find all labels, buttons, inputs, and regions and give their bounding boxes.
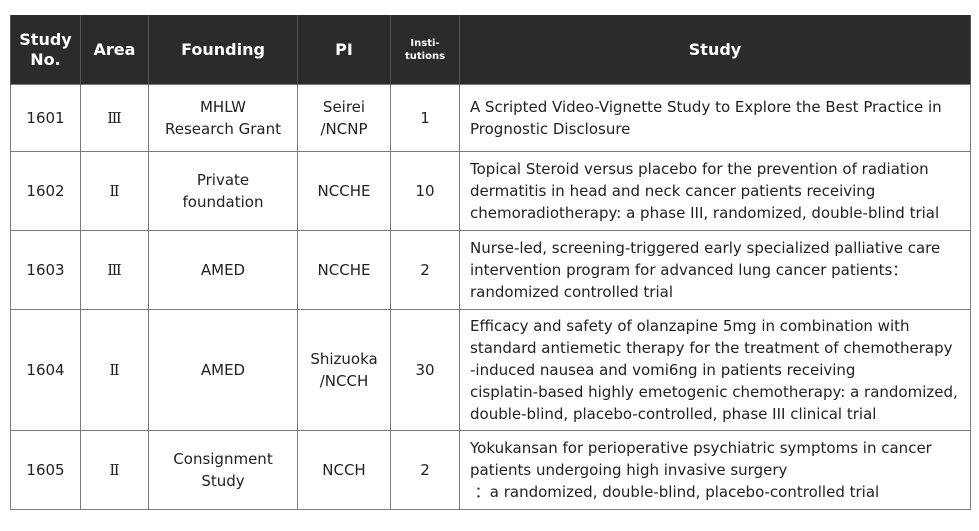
study-title-line: standard antiemetic therapy for the trea… — [470, 339, 953, 357]
study-title-line: Nurse-led, screening-triggered early spe… — [470, 239, 941, 257]
pi-line: Seirei — [322, 98, 366, 116]
pi-cell: NCCH — [297, 430, 391, 510]
studies-table: Study No. Area Founding PI Insti- tution… — [10, 15, 971, 510]
study-title-line: chemoradiotherapy: a phase III, randomiz… — [470, 204, 940, 222]
header-institutions: Insti- tutions — [390, 15, 460, 85]
study-title-line: Topical Steroid versus placebo for the p… — [470, 160, 929, 178]
pi-line: NCCHE — [317, 261, 371, 279]
pi-line: /NCCH — [319, 372, 369, 390]
area-cell: Ⅱ — [80, 151, 149, 231]
founding-line: Private — [196, 171, 250, 189]
study-no-cell: 1601 — [10, 84, 81, 152]
study-title-line: Efficacy and safety of olanzapine 5mg in… — [470, 317, 910, 335]
study-title-cell: Nurse-led, screening-triggered early spe… — [459, 230, 971, 310]
institutions-cell: 2 — [390, 230, 460, 310]
founding-line: Study — [201, 472, 245, 490]
study-title-cell: Topical Steroid versus placebo for the p… — [459, 151, 971, 231]
study-no-cell: 1602 — [10, 151, 81, 231]
study-title-line: intervention program for advanced lung c… — [470, 261, 908, 279]
header-area: Area — [80, 15, 149, 85]
header-founding: Founding — [148, 15, 298, 85]
study-title-line: patients undergoing high invasive surger… — [470, 461, 788, 479]
table-row: 1602 Ⅱ Private foundation NCCHE 10 Topic… — [10, 151, 971, 231]
institutions-cell: 1 — [390, 84, 460, 152]
table-row: 1603 Ⅲ AMED NCCHE 2 Nurse-led, screening… — [10, 230, 971, 310]
institutions-cell: 30 — [390, 309, 460, 431]
study-title-line: Prognostic Disclosure — [470, 120, 631, 138]
study-no-cell: 1603 — [10, 230, 81, 310]
study-title-cell: Yokukansan for perioperative psychiatric… — [459, 430, 971, 510]
founding-cell: AMED — [148, 309, 298, 431]
study-title-line: -induced nausea and vomi6ng in patients … — [470, 361, 856, 379]
study-no-cell: 1605 — [10, 430, 81, 510]
founding-line: Research Grant — [165, 120, 281, 138]
pi-cell: Shizuoka /NCCH — [297, 309, 391, 431]
study-title-cell: A Scripted Video-Vignette Study to Explo… — [459, 84, 971, 152]
header-institutions-line: tutions — [404, 50, 446, 62]
study-title-cell: Efficacy and safety of olanzapine 5mg in… — [459, 309, 971, 431]
founding-line: foundation — [182, 193, 264, 211]
header-study-no-line: No. — [30, 49, 61, 69]
study-title-line: Yokukansan for perioperative psychiatric… — [470, 439, 932, 457]
table-row: 1604 Ⅱ AMED Shizuoka /NCCH 30 Efficacy a… — [10, 309, 971, 431]
founding-cell: Private foundation — [148, 151, 298, 231]
pi-line: NCCH — [322, 461, 366, 479]
pi-line: NCCHE — [317, 182, 371, 200]
founding-cell: MHLW Research Grant — [148, 84, 298, 152]
founding-line: MHLW — [199, 98, 247, 116]
header-pi: PI — [297, 15, 391, 85]
founding-line: AMED — [200, 361, 246, 379]
table-row: 1601 Ⅲ MHLW Research Grant Seirei /NCNP … — [10, 84, 971, 152]
founding-cell: AMED — [148, 230, 298, 310]
pi-cell: NCCHE — [297, 151, 391, 231]
area-cell: Ⅱ — [80, 430, 149, 510]
institutions-cell: 2 — [390, 430, 460, 510]
pi-cell: NCCHE — [297, 230, 391, 310]
pi-line: Shizuoka — [310, 350, 378, 368]
area-cell: Ⅲ — [80, 84, 149, 152]
area-cell: Ⅲ — [80, 230, 149, 310]
study-title-line: A Scripted Video-Vignette Study to Explo… — [470, 98, 942, 116]
header-institutions-line: Insti- — [410, 37, 440, 49]
area-cell: Ⅱ — [80, 309, 149, 431]
pi-cell: Seirei /NCNP — [297, 84, 391, 152]
table-header-row: Study No. Area Founding PI Insti- tution… — [10, 15, 971, 85]
table-row: 1605 Ⅱ Consignment Study NCCH 2 Yokukans… — [10, 430, 971, 510]
study-title-line: ：a randomized, double-blind, placebo-con… — [470, 483, 880, 501]
founding-line: Consignment — [173, 450, 273, 468]
header-study: Study — [459, 15, 971, 85]
study-title-line: randomized controlled trial — [470, 283, 673, 301]
founding-line: AMED — [200, 261, 246, 279]
study-title-line: double-blind, placebo-controlled, phase … — [470, 405, 877, 423]
founding-cell: Consignment Study — [148, 430, 298, 510]
header-study-no: Study No. — [10, 15, 81, 85]
study-no-cell: 1604 — [10, 309, 81, 431]
study-title-line: dermatitis in head and neck cancer patie… — [470, 182, 876, 200]
institutions-cell: 10 — [390, 151, 460, 231]
header-study-no-line: Study — [19, 29, 72, 49]
pi-line: /NCNP — [320, 120, 368, 138]
study-title-line: cisplatin-based highly emetogenic chemot… — [470, 383, 958, 401]
